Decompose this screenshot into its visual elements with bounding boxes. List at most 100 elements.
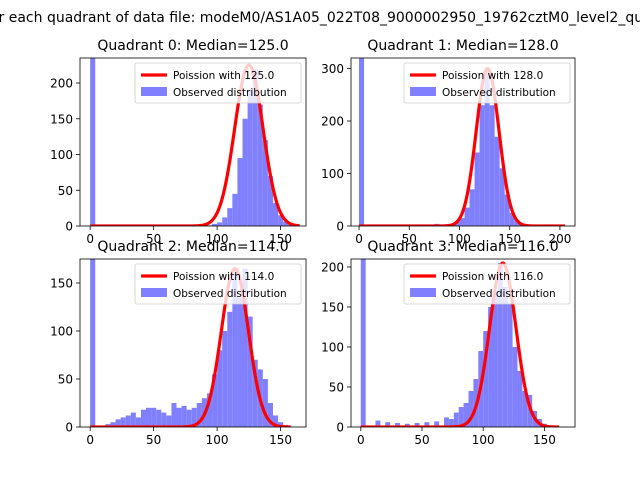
histogram-bar [463, 403, 469, 427]
x-tick-label: 0 [86, 232, 94, 246]
plot-area [357, 58, 567, 226]
histogram-bar [444, 417, 449, 427]
histogram-bar [262, 140, 268, 226]
legend: Poission with 125.0 Observed distribution [134, 62, 302, 104]
histogram-bar [252, 68, 258, 226]
histogram-bar [360, 259, 366, 427]
legend: Poission with 128.0 Observed distribution [403, 62, 571, 104]
y-tick-label: 200 [321, 115, 344, 129]
histogram-bar [242, 118, 248, 226]
x-tick-label: 50 [146, 232, 161, 246]
histogram-bar [146, 407, 152, 427]
legend: Poission with 116.0 Observed distribution [403, 263, 571, 305]
legend-hist-swatch [410, 288, 436, 297]
histogram-bar [161, 412, 167, 427]
histogram-bar [512, 347, 518, 427]
histogram-bar [414, 423, 420, 427]
histogram-bar [171, 403, 177, 427]
legend-box [134, 263, 302, 305]
legend-box [403, 62, 571, 104]
legend-poisson-label: Poission with 114.0 [173, 271, 274, 283]
panel-title: Quadrant 1: Median=128.0 [367, 38, 558, 54]
histogram-bar [492, 291, 498, 427]
histogram-bar [217, 350, 223, 427]
histogram-bar [206, 393, 213, 427]
y-tick-label: 150 [321, 301, 344, 315]
panel-title: Quadrant 2: Median=114.0 [97, 239, 288, 255]
quadrant-panel-0: 0 50 100 150 0 50 100 150 200 Quadrant 0: Median=… [50, 38, 307, 246]
histogram-bar [504, 194, 510, 226]
histogram-bar [509, 212, 515, 226]
panels: 0 50 100 150 0 50 100 150 200 Quadrant 0: Median=… [50, 38, 576, 447]
histogram-bar [156, 409, 162, 427]
x-tick-label: 150 [269, 433, 292, 447]
axes-frame [350, 57, 576, 227]
y-tick-label: 100 [50, 325, 73, 339]
y-tick-label: 50 [58, 373, 73, 387]
histogram-bar [459, 218, 465, 226]
histogram-bar [217, 222, 223, 226]
plot-area [89, 259, 292, 427]
figure-suptitle: Histogram for each quadrant of data file… [0, 10, 640, 26]
histogram-bar [247, 316, 253, 427]
x-tick-label: 100 [206, 433, 229, 447]
legend-poisson-label: Poission with 128.0 [442, 70, 543, 82]
histogram-bar [120, 417, 126, 427]
histogram-bar [479, 105, 485, 226]
plot-area [89, 58, 301, 226]
y-tick-label: 300 [321, 62, 344, 76]
plot-area [359, 259, 561, 427]
histogram-bar [115, 419, 121, 427]
histogram-bar [232, 273, 238, 427]
y-tick-label: 0 [65, 421, 73, 435]
histogram-bar [125, 415, 131, 427]
x-tick-label: 0 [86, 433, 94, 447]
histogram-bar [166, 415, 172, 427]
histogram-bar [196, 403, 202, 427]
y-tick-label: 100 [50, 148, 73, 162]
quadrant-panel-1: 0 50 100 150 200 0 100 200 300 Quadrant 1: Median… [321, 38, 576, 246]
legend-poisson-label: Poission with 125.0 [173, 70, 274, 82]
histogram-bar [212, 223, 218, 226]
histogram-bar [385, 422, 391, 427]
y-tick-label: 0 [336, 421, 344, 435]
x-tick-label: 50 [414, 433, 429, 447]
axes-frame [79, 258, 307, 428]
histogram-bar [434, 421, 440, 427]
histogram-bar [222, 331, 228, 427]
legend-hist-swatch [141, 288, 167, 297]
histogram-bar [272, 203, 279, 226]
histogram-bar [212, 374, 218, 427]
x-tick-label: 100 [206, 232, 229, 246]
y-tick-label: 0 [336, 220, 344, 234]
histogram-bar [90, 58, 96, 226]
histogram-bar [517, 371, 523, 427]
histogram-bar [283, 221, 289, 226]
histogram-bar [278, 215, 284, 226]
y-tick-label: 100 [321, 167, 344, 181]
y-tick-label: 200 [321, 261, 344, 275]
histogram-bar [395, 423, 400, 427]
histogram-bar [497, 263, 503, 427]
x-tick-label: 150 [269, 232, 292, 246]
legend-hist-label: Observed distribution [442, 288, 556, 300]
panel-title: Quadrant 0: Median=125.0 [97, 38, 288, 54]
histogram-bar [483, 331, 489, 427]
histogram-bar [494, 136, 500, 226]
histogram-bar [359, 58, 365, 226]
histogram-bar [130, 412, 136, 427]
histogram-bar [468, 391, 474, 427]
poisson-curve [89, 267, 292, 427]
axes-frame [79, 57, 307, 227]
histogram-bar [488, 307, 493, 427]
histogram-bar [237, 297, 243, 427]
histogram-bar [453, 412, 459, 427]
y-tick-label: 50 [329, 381, 344, 395]
histogram-bar [499, 168, 505, 226]
legend-hist-label: Observed distribution [173, 87, 287, 99]
histogram-bar [191, 407, 197, 427]
histogram-bar [278, 422, 284, 427]
histogram-bar [514, 220, 520, 226]
quadrant-panel-2: 0 50 100 150 0 50 100 150 Quadrant 2: Median=114… [50, 239, 307, 447]
histogram-bar [424, 422, 430, 427]
